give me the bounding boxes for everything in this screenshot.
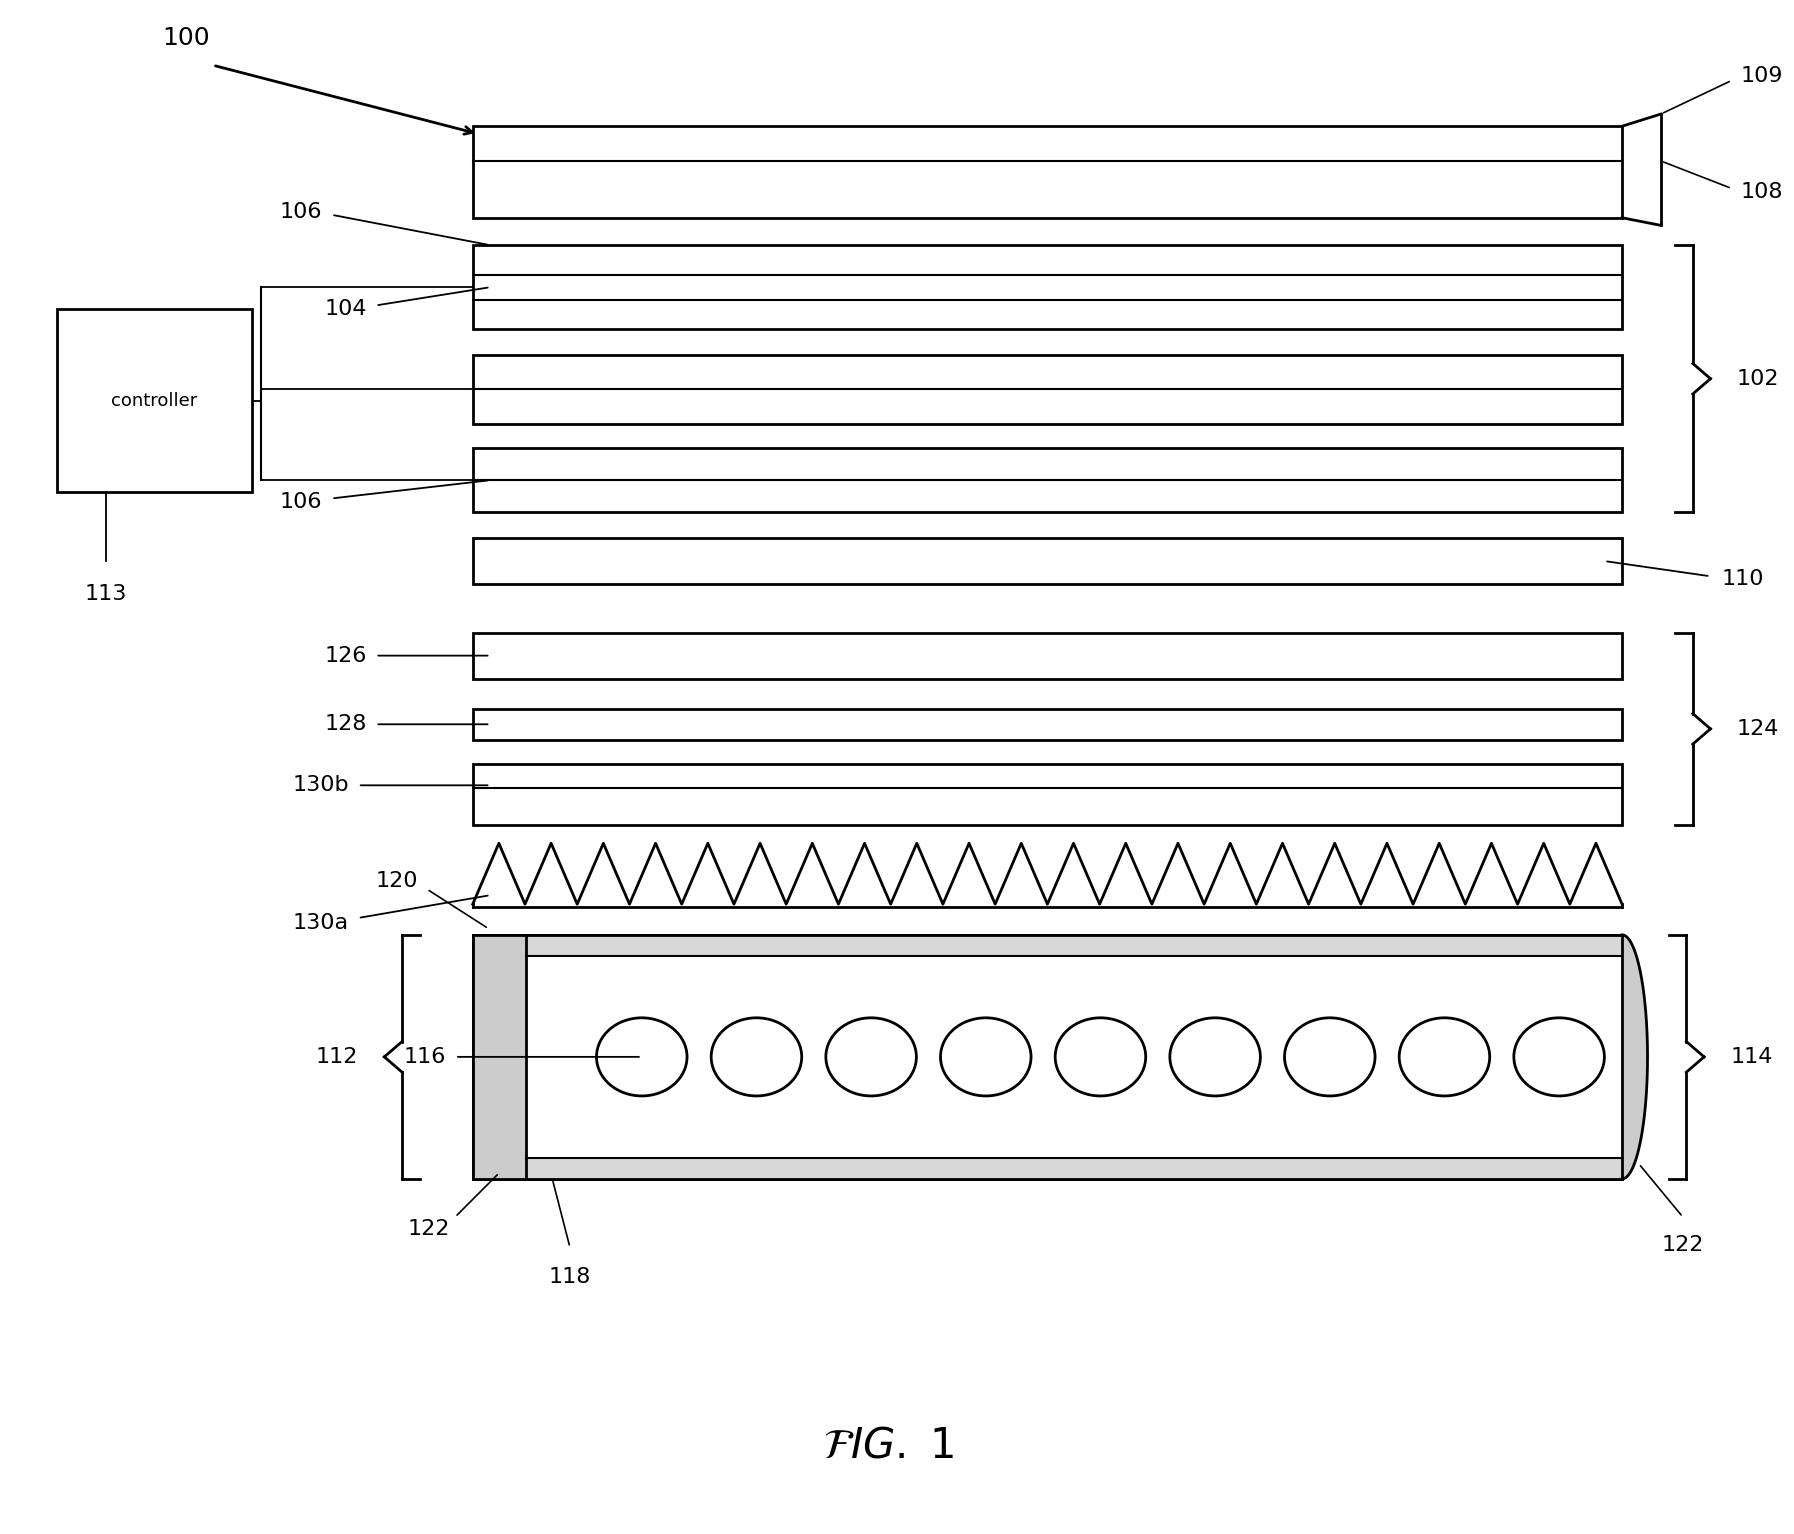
Text: controller: controller [111,391,197,410]
Text: 108: 108 [1740,181,1783,201]
Text: 109: 109 [1740,66,1783,86]
Bar [474,448,1622,512]
Text: 102: 102 [1737,368,1780,388]
Bar [474,764,1622,825]
Text: 100: 100 [163,26,210,51]
Text: 128: 128 [325,715,366,735]
Text: 124: 124 [1737,719,1780,739]
Text: 130b: 130b [292,775,350,795]
Text: 114: 114 [1731,1046,1772,1066]
Bar [474,538,1622,584]
Text: 122: 122 [407,1220,450,1239]
Bar [526,1158,1622,1180]
Bar [474,354,1622,423]
Text: 112: 112 [316,1046,357,1066]
Text: 116: 116 [404,1046,447,1066]
Text: 106: 106 [280,491,323,511]
Text: 104: 104 [325,299,366,319]
Bar [57,310,251,492]
Text: 130a: 130a [292,913,350,933]
Bar [474,934,1622,1180]
Polygon shape [1622,934,1647,1180]
Polygon shape [474,844,1622,904]
Bar [474,126,1622,218]
Text: 113: 113 [84,584,127,604]
Text: 120: 120 [375,871,418,891]
Text: 110: 110 [1720,569,1764,589]
Text: $\mathcal{F}IG.\ 1$: $\mathcal{F}IG.\ 1$ [823,1425,954,1467]
Bar [474,632,1622,678]
Bar [526,934,1622,956]
Text: 106: 106 [280,201,323,221]
Bar [474,245,1622,330]
Bar [474,934,526,1180]
Text: 126: 126 [325,646,366,666]
Text: 122: 122 [1661,1235,1704,1255]
Text: 118: 118 [549,1267,592,1287]
Bar [474,709,1622,739]
